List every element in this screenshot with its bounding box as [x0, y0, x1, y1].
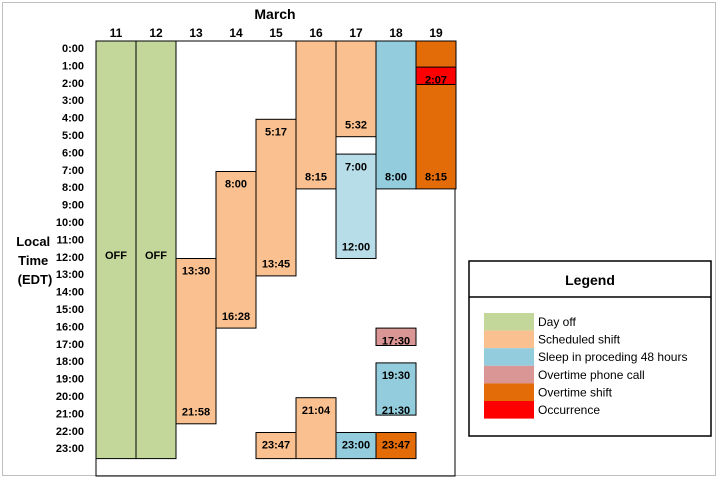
day-header-12: 12 — [149, 26, 163, 40]
day-header-15: 15 — [269, 26, 283, 40]
block-time-label: 8:15 — [305, 172, 327, 184]
block-time-label: 19:30 — [382, 370, 410, 382]
shift-block-ot-shift — [375, 432, 417, 460]
shift-block-scheduled — [295, 40, 337, 190]
day-header-19: 19 — [429, 26, 443, 40]
day-header-16: 16 — [309, 26, 323, 40]
legend-swatch-ot-call — [484, 365, 534, 384]
hour-label: 12:00 — [56, 252, 84, 264]
day-header-13: 13 — [189, 26, 203, 40]
shift-block-ot-shift — [415, 40, 457, 190]
block-time-label: 5:17 — [265, 126, 287, 138]
legend-label-day-off: Day off — [538, 315, 576, 329]
hour-label: 15:00 — [56, 304, 84, 316]
shift-block-day-off — [135, 40, 177, 460]
shift-blocks: OFF OFF 13:30 21:58 8:00 16:28 5:17 13:45 23:47 8… — [95, 40, 457, 460]
legend-label-ot-call: Overtime phone call — [538, 368, 645, 382]
legend-swatch-occurrence — [484, 401, 534, 419]
hour-label: 7:00 — [62, 165, 84, 177]
hour-label: 8:00 — [62, 182, 84, 194]
hour-label: 6:00 — [62, 147, 84, 159]
hour-label: 3:00 — [62, 95, 84, 107]
block-time-label: OFF — [145, 250, 167, 262]
block-time-label: 16:28 — [222, 311, 250, 323]
shift-block-scheduled — [255, 432, 297, 460]
shift-block-scheduled — [175, 258, 217, 425]
hour-label: 0:00 — [62, 43, 84, 55]
hour-label: 11:00 — [56, 234, 84, 246]
day-header-18: 18 — [389, 26, 403, 40]
block-time-label: OFF — [105, 250, 127, 262]
y-axis-label-line-1: Local — [16, 234, 50, 249]
shift-block-sleep — [375, 362, 417, 416]
hour-label: 23:00 — [56, 443, 84, 455]
legend-swatch-scheduled — [484, 330, 534, 349]
block-time-label: 5:32 — [345, 120, 367, 132]
hour-label: 17:00 — [56, 339, 84, 351]
hour-label: 2:00 — [62, 78, 84, 90]
hour-label: 19:00 — [56, 374, 84, 386]
block-time-label: 2:07 — [425, 74, 447, 86]
block-time-label: 8:15 — [425, 172, 447, 184]
y-axis-label: Local Time (EDT) — [16, 234, 54, 287]
block-time-label: 13:45 — [262, 259, 290, 271]
day-header-17: 17 — [349, 26, 363, 40]
legend: Legend Day off Scheduled shift Sleep in pr… — [468, 260, 712, 437]
hour-label: 16:00 — [56, 321, 84, 333]
block-time-label: 23:47 — [382, 440, 410, 452]
block-time-label: 23:00 — [342, 440, 370, 452]
legend-label-occurrence: Occurrence — [538, 403, 600, 417]
block-time-label: 21:30 — [382, 405, 410, 417]
hour-label: 10:00 — [56, 217, 84, 229]
block-time-label: 12:00 — [342, 241, 370, 253]
block-time-label: 7:00 — [345, 161, 367, 173]
block-time-label: 13:30 — [182, 266, 210, 278]
shift-block-occurrence — [415, 66, 457, 85]
shift-block-day-off — [95, 40, 137, 460]
legend-label-scheduled: Scheduled shift — [538, 333, 621, 347]
hour-label: 1:00 — [62, 60, 84, 72]
block-time-label: 21:04 — [302, 405, 331, 417]
shift-block-sleep — [375, 40, 417, 190]
shift-block-scheduled — [215, 171, 257, 329]
shift-block-sleep — [335, 432, 377, 460]
legend-items: Day off Scheduled shift Sleep in proceding… — [484, 313, 687, 419]
y-axis-label-line-3: (EDT) — [18, 272, 53, 287]
shift-block-sleep-light — [335, 153, 377, 260]
legend-label-sleep: Sleep in proceding 48 hours — [538, 350, 687, 364]
block-time-label: 8:00 — [385, 172, 407, 184]
day-header-11: 11 — [110, 26, 123, 40]
day-headers: 11 12 13 14 15 16 17 18 19 — [110, 26, 443, 40]
month-title: March — [254, 6, 295, 22]
legend-swatch-ot-shift — [484, 383, 534, 401]
block-time-label: 8:00 — [225, 179, 247, 191]
legend-label-ot-shift: Overtime shift — [538, 385, 613, 399]
shift-block-scheduled — [255, 118, 297, 277]
hour-label: 5:00 — [62, 130, 84, 142]
legend-title: Legend — [565, 272, 615, 288]
block-time-label: 23:47 — [262, 440, 290, 452]
day-header-14: 14 — [229, 26, 243, 40]
block-time-label: 21:58 — [182, 407, 210, 419]
hour-label: 21:00 — [56, 408, 84, 420]
hour-label: 20:00 — [56, 391, 84, 403]
shift-block-scheduled — [295, 397, 337, 460]
hour-label: 9:00 — [62, 200, 84, 212]
hour-label: 4:00 — [62, 113, 84, 125]
shift-block-ot-call — [375, 327, 417, 347]
legend-swatch-sleep — [484, 348, 534, 366]
hour-labels: 0:00 1:00 2:00 3:00 4:00 5:00 6:00 7:00 8:00 9:00… — [56, 43, 84, 455]
hour-label: 13:00 — [56, 269, 84, 281]
hour-label: 22:00 — [56, 426, 84, 438]
hour-label: 18:00 — [56, 356, 84, 368]
shift-block-scheduled — [335, 40, 377, 138]
y-axis-label-line-2: Time — [18, 253, 48, 268]
legend-swatch-day-off — [484, 313, 534, 331]
block-time-label: 17:30 — [382, 335, 410, 347]
hour-label: 14:00 — [56, 287, 84, 299]
